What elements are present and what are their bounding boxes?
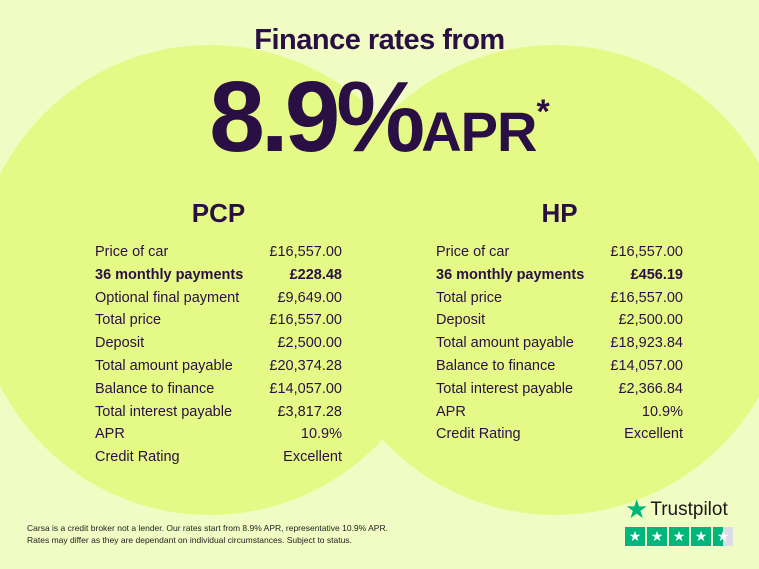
table-row: Optional final payment £9,649.00: [95, 287, 342, 310]
row-label: Total price: [95, 312, 162, 329]
row-value: £228.48: [289, 266, 342, 283]
row-value: Excellent: [624, 426, 683, 443]
row-label: Credit Rating: [436, 426, 521, 443]
table-row: Credit Rating Excellent: [436, 423, 683, 446]
table-row: 36 monthly payments £456.19: [436, 264, 683, 287]
disclaimer: Carsa is a credit broker not a lender. O…: [27, 522, 388, 546]
row-value: £14,057.00: [610, 357, 683, 374]
row-value: £456.19: [630, 266, 683, 283]
row-label: Total interest payable: [436, 380, 574, 397]
row-value: 10.9%: [641, 403, 683, 420]
row-label: Price of car: [436, 244, 510, 260]
headline: Finance rates from: [254, 24, 505, 56]
row-value: £2,366.84: [618, 380, 683, 397]
trustpilot-rating: ★ ★ ★ ★ ★: [625, 527, 733, 546]
asterisk: *: [536, 93, 550, 131]
hp-title: HP: [541, 198, 578, 228]
background-circle-right: [320, 45, 759, 515]
row-label: Deposit: [95, 335, 145, 352]
row-value: £2,500.00: [618, 312, 683, 329]
row-value: £16,557.00: [269, 312, 342, 329]
row-label: 36 monthly payments: [436, 266, 585, 283]
row-value: £2,500.00: [277, 335, 342, 352]
table-row: APR 10.9%: [95, 423, 342, 446]
table-row: Total price £16,557.00: [95, 309, 342, 332]
row-label: Balance to finance: [436, 357, 556, 374]
disclaimer-line: Rates may differ as they are dependant o…: [27, 535, 352, 545]
row-label: Price of car: [95, 244, 169, 260]
table-row: 36 monthly payments £228.48: [95, 264, 342, 287]
row-label: APR: [95, 426, 125, 443]
table-row: Credit Rating Excellent: [95, 446, 342, 469]
row-value: Excellent: [283, 449, 342, 466]
pcp-table: PCP Price of car £16,557.00 36 monthly pay…: [95, 198, 342, 469]
star-icon: ★: [647, 527, 667, 546]
table-row: Price of car £16,557.00: [436, 241, 683, 264]
row-label: Total price: [436, 289, 503, 306]
hp-table: HP Price of car £16,557.00 36 monthly paym…: [436, 198, 683, 446]
star-icon: ★: [625, 494, 649, 524]
row-label: APR: [436, 403, 466, 420]
row-value: £16,557.00: [269, 244, 342, 260]
star-icon: ★: [713, 527, 733, 546]
table-row: Total amount payable £20,374.28: [95, 355, 342, 378]
row-value: 10.9%: [300, 426, 342, 443]
table-row: Deposit £2,500.00: [436, 309, 683, 332]
table-row: Total amount payable £18,923.84: [436, 332, 683, 355]
star-icon: ★: [691, 527, 711, 546]
apr-label: APR: [421, 100, 537, 163]
table-row: Price of car £16,557.00: [95, 241, 342, 264]
trustpilot-badge: ★ Trustpilot ★ ★ ★ ★ ★: [625, 494, 733, 546]
disclaimer-line: Carsa is a credit broker not a lender. O…: [27, 523, 388, 533]
row-label: Balance to finance: [95, 380, 215, 397]
table-row: Total interest payable £2,366.84: [436, 378, 683, 401]
row-label: Total amount payable: [436, 335, 574, 352]
table-row: Total price £16,557.00: [436, 287, 683, 310]
row-label: Credit Rating: [95, 449, 180, 466]
table-row: Deposit £2,500.00: [95, 332, 342, 355]
row-value: £3,817.28: [277, 403, 342, 420]
headline-rate: 8.9%APR*: [0, 60, 759, 175]
row-value: £18,923.84: [610, 335, 683, 352]
pcp-title: PCP: [191, 198, 246, 228]
row-value: £20,374.28: [269, 357, 342, 374]
row-value: £14,057.00: [269, 380, 342, 397]
star-icon: ★: [625, 527, 645, 546]
table-row: Total interest payable £3,817.28: [95, 401, 342, 424]
row-label: Deposit: [436, 312, 486, 329]
row-value: £16,557.00: [610, 244, 683, 260]
table-row: Balance to finance £14,057.00: [436, 355, 683, 378]
trustpilot-logo: ★ Trustpilot: [625, 494, 733, 525]
row-value: £16,557.00: [610, 289, 683, 306]
row-label: Optional final payment: [95, 289, 240, 306]
row-label: 36 monthly payments: [95, 266, 244, 283]
table-row: Balance to finance £14,057.00: [95, 378, 342, 401]
row-label: Total amount payable: [95, 357, 233, 374]
trustpilot-name: Trustpilot: [650, 498, 728, 520]
star-icon: ★: [669, 527, 689, 546]
row-value: £9,649.00: [277, 289, 342, 306]
table-row: APR 10.9%: [436, 401, 683, 424]
row-label: Total interest payable: [95, 403, 233, 420]
rate-value: 8.9%: [209, 61, 425, 173]
